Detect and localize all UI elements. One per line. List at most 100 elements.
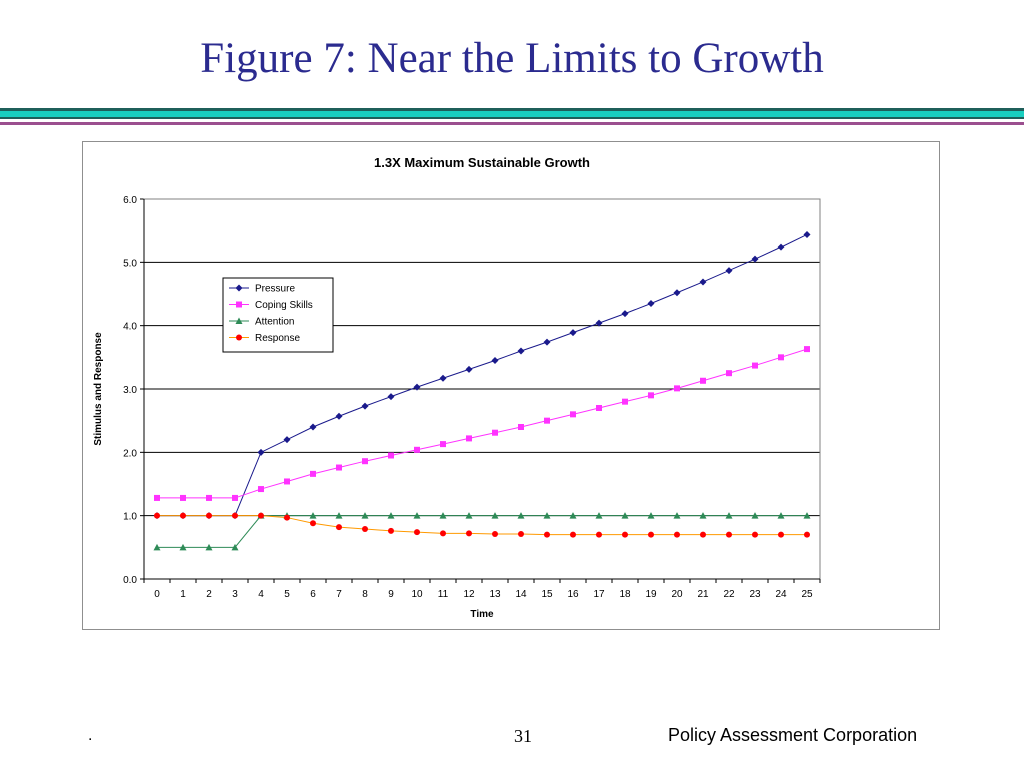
x-tick-label: 22 bbox=[723, 589, 735, 600]
y-axis-label: Stimulus and Response bbox=[93, 332, 104, 446]
attention-line bbox=[157, 515, 807, 548]
coping-skills-point bbox=[362, 458, 368, 465]
attention-point bbox=[465, 512, 473, 519]
organization-name: Policy Assessment Corporation bbox=[668, 725, 918, 745]
coping-skills-line bbox=[157, 348, 808, 499]
x-tick-label: 9 bbox=[388, 589, 394, 600]
response-point bbox=[284, 514, 290, 521]
pressure-point bbox=[673, 289, 681, 297]
coping-skills-point bbox=[778, 354, 784, 361]
y-tick-label: 4.0 bbox=[123, 322, 137, 333]
response-point bbox=[804, 531, 810, 538]
x-tick-label: 8 bbox=[362, 589, 368, 600]
legend-marker-coping-skills bbox=[236, 301, 242, 308]
pressure-line bbox=[157, 234, 808, 517]
attention-point bbox=[439, 512, 447, 519]
legend-label-attention: Attention bbox=[255, 317, 294, 328]
legend-label-pressure: Pressure bbox=[255, 284, 295, 295]
coping-skills-point bbox=[310, 470, 316, 477]
response-point bbox=[752, 531, 758, 538]
title-rule-dark-bottom bbox=[0, 117, 1024, 119]
x-tick-label: 7 bbox=[336, 589, 342, 600]
attention-point bbox=[673, 512, 681, 519]
x-tick-label: 10 bbox=[411, 589, 423, 600]
title-rule-dark-top bbox=[0, 108, 1024, 111]
x-tick-label: 13 bbox=[489, 589, 501, 600]
title-rule-teal bbox=[0, 111, 1024, 117]
response-point bbox=[726, 531, 732, 538]
response-line bbox=[157, 515, 807, 536]
x-tick-label: 6 bbox=[310, 589, 316, 600]
coping-skills-point bbox=[206, 494, 212, 501]
coping-skills-point bbox=[804, 346, 810, 353]
pressure-point bbox=[621, 310, 629, 318]
coping-skills-point bbox=[258, 486, 264, 493]
response-point bbox=[648, 531, 654, 538]
response-point bbox=[518, 531, 524, 538]
response-point bbox=[206, 512, 212, 519]
legend-marker-response bbox=[236, 334, 242, 341]
x-tick-label: 2 bbox=[206, 589, 212, 600]
page-number: 31 bbox=[514, 726, 532, 746]
pressure-point bbox=[439, 374, 447, 382]
response-point bbox=[258, 512, 264, 519]
coping-skills-point bbox=[674, 385, 680, 392]
response-point bbox=[674, 531, 680, 538]
pressure-point bbox=[543, 338, 551, 346]
attention-point bbox=[179, 543, 187, 551]
response-point bbox=[310, 520, 316, 527]
coping-skills-point bbox=[388, 452, 394, 459]
x-tick-label: 18 bbox=[619, 589, 631, 600]
y-tick-label: 2.0 bbox=[123, 448, 137, 459]
attention-point bbox=[725, 512, 733, 519]
coping-skills-point bbox=[544, 417, 550, 424]
coping-skills-point bbox=[622, 398, 628, 405]
pressure-point bbox=[335, 412, 343, 420]
attention-point bbox=[231, 543, 239, 551]
coping-skills-point bbox=[154, 494, 160, 501]
footer-dot: . bbox=[88, 727, 93, 744]
x-tick-label: 11 bbox=[438, 589, 449, 600]
x-tick-label: 23 bbox=[749, 589, 761, 600]
pressure-point bbox=[517, 347, 525, 355]
x-tick-label: 4 bbox=[258, 589, 264, 600]
attention-point bbox=[387, 512, 395, 519]
coping-skills-point bbox=[466, 435, 472, 442]
response-point bbox=[466, 530, 472, 537]
coping-skills-point bbox=[492, 429, 498, 436]
response-point bbox=[388, 527, 394, 534]
x-tick-label: 1 bbox=[180, 589, 186, 600]
attention-point bbox=[751, 512, 759, 519]
response-point bbox=[700, 531, 706, 538]
y-tick-label: 1.0 bbox=[123, 512, 137, 523]
coping-skills-point bbox=[726, 370, 732, 377]
coping-skills-point bbox=[596, 405, 602, 411]
pressure-point bbox=[491, 357, 499, 364]
attention-point bbox=[335, 512, 343, 519]
response-point bbox=[336, 524, 342, 531]
x-axis-label: Time bbox=[470, 609, 494, 620]
response-point bbox=[492, 531, 498, 538]
coping-skills-point bbox=[440, 441, 446, 448]
line-chart: 1.3X Maximum Sustainable Growth 0.0 1.0 2.0… bbox=[93, 155, 821, 620]
coping-skills-point bbox=[648, 392, 654, 399]
coping-skills-point bbox=[518, 424, 524, 430]
legend-box bbox=[222, 277, 334, 353]
pressure-point bbox=[413, 383, 421, 391]
x-tick-label: 15 bbox=[541, 589, 553, 600]
y-tick-label: 5.0 bbox=[123, 258, 137, 269]
x-tick-label: 20 bbox=[671, 589, 683, 600]
response-point bbox=[232, 512, 238, 519]
attention-point bbox=[699, 512, 707, 519]
pressure-point bbox=[803, 230, 811, 238]
response-point bbox=[154, 512, 160, 519]
title-rule-purple bbox=[0, 122, 1024, 125]
response-point bbox=[778, 531, 784, 538]
attention-point bbox=[569, 512, 577, 519]
legend-marker-pressure bbox=[235, 284, 243, 292]
pressure-point bbox=[361, 402, 369, 410]
pressure-point bbox=[309, 423, 317, 431]
x-tick-label: 25 bbox=[801, 589, 813, 600]
response-point bbox=[596, 531, 602, 538]
attention-point bbox=[595, 512, 603, 519]
